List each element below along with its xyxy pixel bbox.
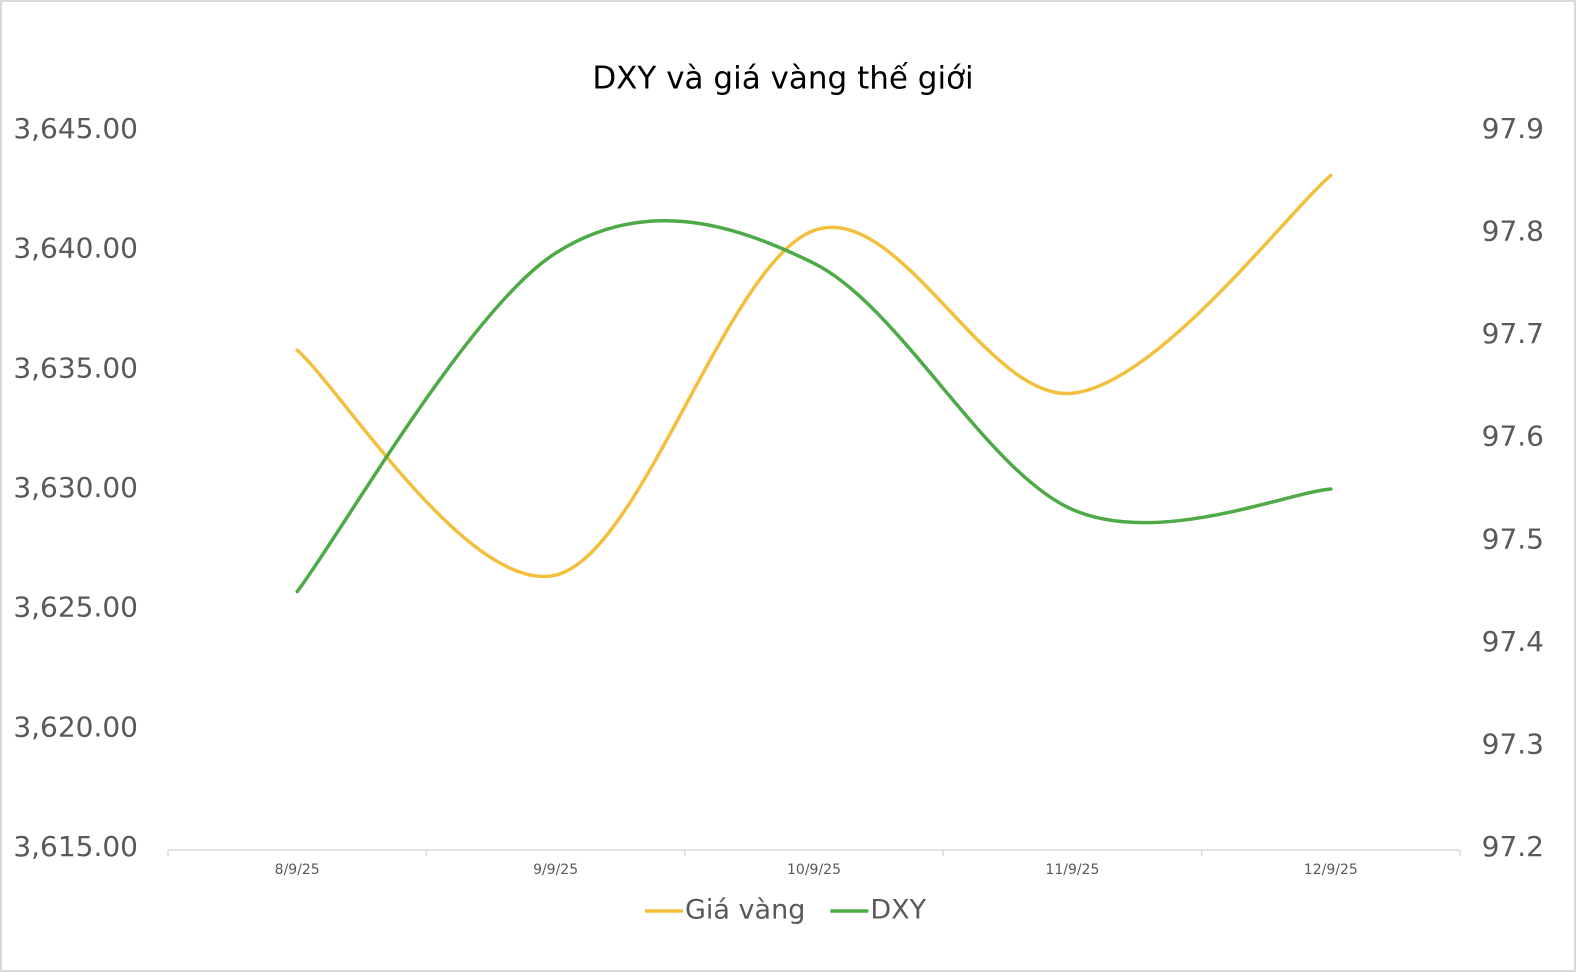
y2-tick-label: 97.8 xyxy=(1482,215,1544,248)
chart-title: DXY và giá vàng thế giới xyxy=(592,61,973,97)
y2-tick-label: 97.2 xyxy=(1482,830,1544,863)
y-tick-label: 3,640.00 xyxy=(13,232,138,265)
y2-tick-label: 97.9 xyxy=(1482,112,1544,145)
x-tick-label: 11/9/25 xyxy=(1045,862,1099,878)
x-tick-label: 8/9/25 xyxy=(275,862,320,878)
y-tick-label: 3,630.00 xyxy=(13,471,138,504)
y2-tick-label: 97.7 xyxy=(1482,317,1544,350)
y-tick-label: 3,625.00 xyxy=(13,591,138,624)
y-tick-label: 3,635.00 xyxy=(13,351,138,384)
y2-tick-label: 97.6 xyxy=(1482,420,1544,453)
y2-tick-label: 97.4 xyxy=(1482,625,1544,658)
x-tick-label: 10/9/25 xyxy=(787,862,841,878)
x-tick-label: 12/9/25 xyxy=(1304,862,1358,878)
y-tick-label: 3,615.00 xyxy=(13,830,138,863)
legend-label: DXY xyxy=(870,895,926,926)
y2-tick-label: 97.5 xyxy=(1482,522,1544,555)
y-tick-label: 3,620.00 xyxy=(13,710,138,743)
y2-tick-label: 97.3 xyxy=(1482,727,1544,760)
data-line xyxy=(295,173,1333,579)
data-line xyxy=(295,218,1333,594)
legend-label: Giá vàng xyxy=(685,895,805,926)
y-tick-label: 3,645.00 xyxy=(13,112,138,145)
x-tick-label: 9/9/25 xyxy=(533,862,578,878)
